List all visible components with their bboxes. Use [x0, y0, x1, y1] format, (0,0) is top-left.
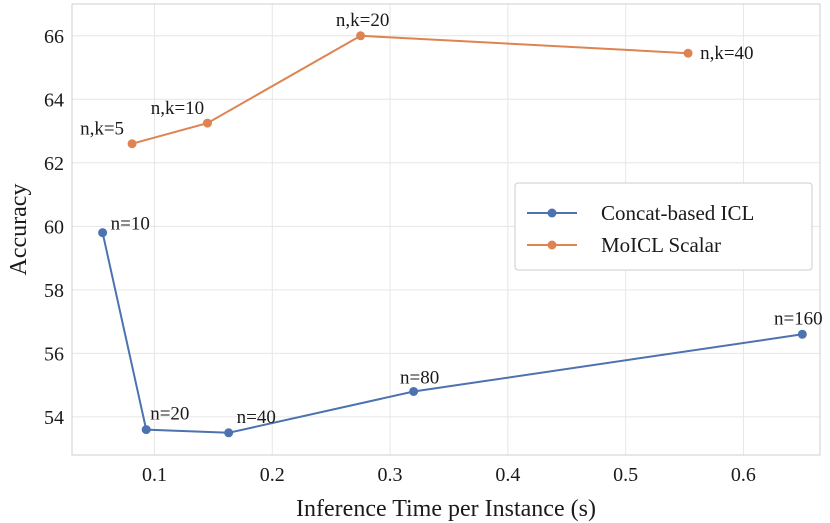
data-label: n,k=5 [80, 119, 124, 140]
y-tick-label: 56 [44, 343, 64, 365]
data-point [797, 329, 807, 339]
data-point [356, 31, 366, 41]
y-tick-label: 66 [44, 26, 64, 48]
y-axis-ticks: 54 56 58 60 62 64 66 [44, 26, 64, 429]
data-label: n,k=20 [336, 10, 389, 31]
y-tick-label: 58 [44, 280, 64, 302]
series-line-1 [131, 34, 689, 145]
x-tick-label: 0.1 [142, 464, 167, 486]
data-label: n=160 [774, 308, 823, 329]
data-point [409, 386, 419, 396]
point-labels: n=10 n=20 n=40 n=80 n=160 n,k=5 n,k=10 n,k=20 n,… [80, 10, 823, 428]
x-tick-label: 0.4 [495, 464, 520, 486]
x-tick-label: 0.2 [260, 464, 285, 486]
y-tick-label: 60 [44, 216, 64, 238]
data-point [202, 118, 212, 128]
x-axis-ticks: 0.1 0.2 0.3 0.4 0.5 0.6 [142, 464, 756, 486]
legend-box [514, 182, 813, 271]
data-label: n,k=40 [700, 43, 753, 64]
data-label: n=10 [111, 214, 150, 235]
legend-label-moicl: MoICL Scalar [601, 233, 721, 257]
series-layer [98, 31, 807, 438]
plot-frame [71, 3, 821, 456]
x-tick-label: 0.3 [378, 464, 403, 486]
data-label: n,k=10 [151, 98, 204, 119]
legend-marker-concat [547, 208, 557, 218]
x-tick-label: 0.5 [613, 464, 638, 486]
data-point [127, 139, 137, 149]
data-point [224, 428, 234, 438]
data-point [683, 48, 693, 58]
legend-marker-moicl [547, 240, 557, 250]
x-tick-label: 0.6 [731, 464, 756, 486]
y-tick-label: 54 [44, 407, 64, 429]
data-label: n=20 [150, 404, 189, 425]
y-axis-label: Accuracy [6, 184, 32, 276]
data-label: n=40 [237, 407, 276, 428]
y-tick-label: 64 [44, 89, 64, 111]
legend: Concat-based ICL MoICL Scalar [514, 182, 813, 271]
y-tick-label: 62 [44, 153, 64, 175]
x-axis-label: Inference Time per Instance (s) [296, 496, 596, 522]
data-point [98, 228, 108, 238]
data-point [141, 425, 151, 435]
data-label: n=80 [400, 367, 439, 388]
legend-label-concat: Concat-based ICL [601, 201, 754, 225]
